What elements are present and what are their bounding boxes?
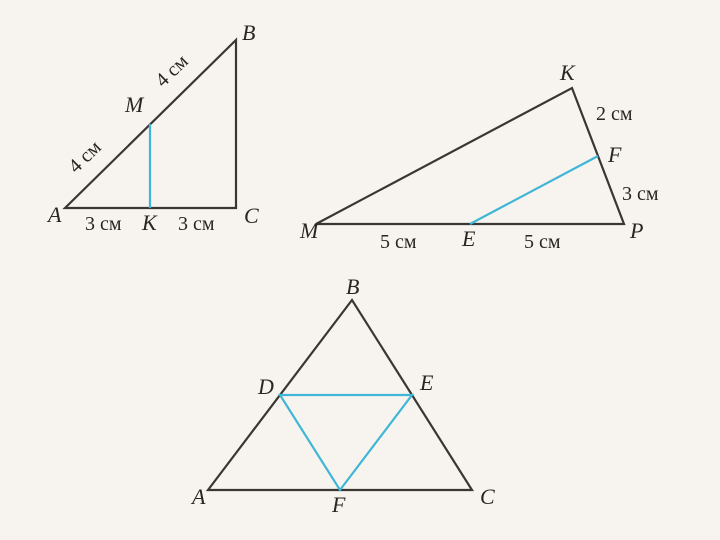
vertex-M2: M xyxy=(299,218,320,243)
triangle-2: M K P E F 2 см 3 см 5 см 5 см xyxy=(299,60,659,253)
measure-AK: 3 см xyxy=(85,213,122,235)
vertex-C3: C xyxy=(480,484,495,509)
triangle-1: A B C M K 4 см 4 см 3 см 3 см xyxy=(46,20,259,235)
segment-EF xyxy=(470,156,598,224)
vertex-C: C xyxy=(244,203,259,228)
medial-triangle xyxy=(280,395,412,490)
midpoint-E3: E xyxy=(419,370,434,395)
measure-FP: 3 см xyxy=(622,183,659,205)
vertex-K2: K xyxy=(559,60,576,85)
measure-KC: 3 см xyxy=(178,213,215,235)
measure-KF: 2 см xyxy=(596,103,633,125)
measure-MB: 4 см xyxy=(151,50,193,91)
triangle-3: A B C D E F xyxy=(190,274,495,517)
midpoint-K: K xyxy=(141,210,158,235)
midpoint-M: M xyxy=(124,92,145,117)
measure-EP: 5 см xyxy=(524,231,561,253)
midpoint-D: D xyxy=(257,374,274,399)
vertex-P: P xyxy=(629,218,643,243)
vertex-B3: B xyxy=(346,274,359,299)
vertex-B: B xyxy=(242,20,255,45)
measure-ME: 5 см xyxy=(380,231,417,253)
midpoint-E: E xyxy=(461,226,476,251)
vertex-A3: A xyxy=(190,484,206,509)
midpoint-F: F xyxy=(607,142,622,167)
vertex-A: A xyxy=(46,202,62,227)
midpoint-F3: F xyxy=(331,492,346,517)
triangle-2-outline xyxy=(316,88,624,224)
measure-AM: 4 см xyxy=(64,136,106,177)
